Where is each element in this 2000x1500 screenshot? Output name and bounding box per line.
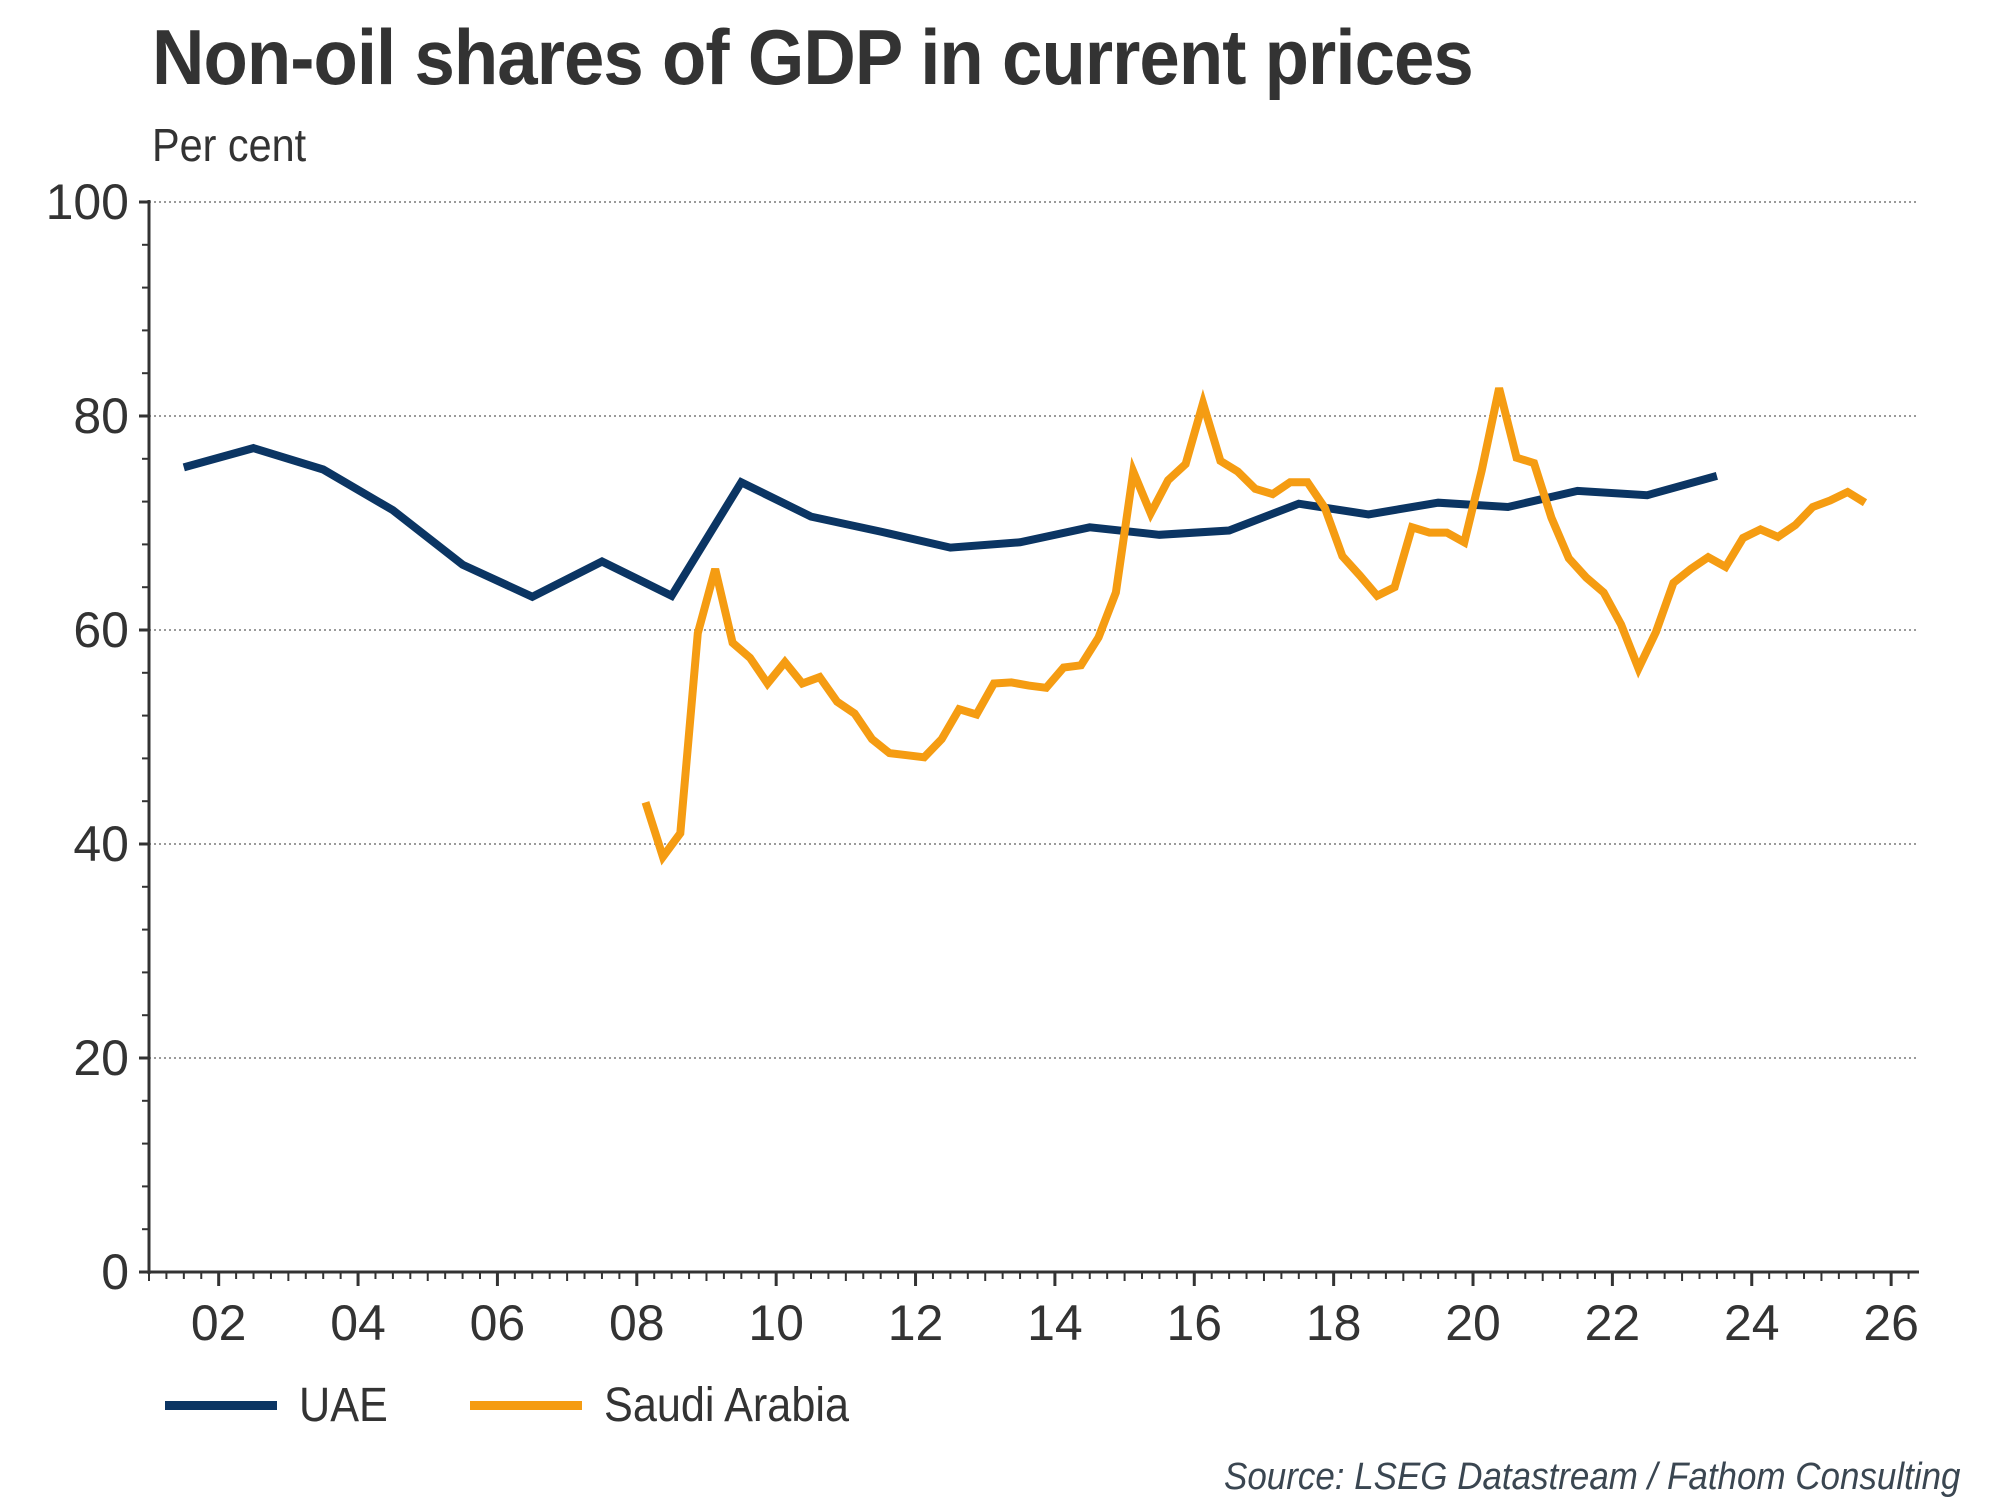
x-tick-label: 22 <box>1585 1295 1641 1351</box>
y-tick-label: 100 <box>46 174 129 230</box>
x-tick-label: 04 <box>330 1295 386 1351</box>
x-tick-label: 16 <box>1166 1295 1222 1351</box>
x-tick-label: 02 <box>191 1295 247 1351</box>
x-tick-label: 24 <box>1724 1295 1780 1351</box>
x-tick-label: 12 <box>888 1295 944 1351</box>
x-tick-label: 10 <box>748 1295 804 1351</box>
legend-swatch-uae <box>165 1401 277 1410</box>
legend-label-uae: UAE <box>299 1379 388 1432</box>
x-tick-label: 14 <box>1027 1295 1083 1351</box>
y-tick-label: 60 <box>73 602 129 658</box>
legend-item-saudi-arabia: Saudi Arabia <box>469 1378 876 1433</box>
y-tick-label: 40 <box>73 816 129 872</box>
legend: UAE Saudi Arabia <box>165 1378 948 1433</box>
chart-title: Non-oil shares of GDP in current prices <box>152 13 1474 101</box>
y-axis-ticks: 0 20 40 60 80 100 <box>46 174 149 1300</box>
y-tick-label: 20 <box>73 1030 129 1086</box>
series-line-saudi-arabia <box>641 387 1868 866</box>
series-lines <box>182 387 1868 866</box>
x-tick-label: 20 <box>1445 1295 1501 1351</box>
x-tick-label: 18 <box>1306 1295 1362 1351</box>
legend-item-uae: UAE <box>165 1378 398 1433</box>
legend-swatch-saudi-arabia <box>469 1401 582 1410</box>
y-axis-unit-label: Per cent <box>152 119 307 171</box>
source-note: Source: LSEG Datastream / Fathom Consult… <box>1223 1456 1960 1498</box>
x-tick-label: 06 <box>470 1295 526 1351</box>
legend-label-saudi-arabia: Saudi Arabia <box>603 1379 849 1432</box>
x-axis-ticks: 02 04 06 08 10 12 14 16 18 20 22 24 26 <box>148 1272 1919 1351</box>
x-tick-label: 26 <box>1863 1295 1919 1351</box>
y-tick-label: 80 <box>73 388 129 444</box>
y-tick-label: 0 <box>101 1244 129 1300</box>
series-line-uae <box>182 443 1718 602</box>
x-tick-label: 08 <box>609 1295 665 1351</box>
axes <box>139 200 1919 1274</box>
